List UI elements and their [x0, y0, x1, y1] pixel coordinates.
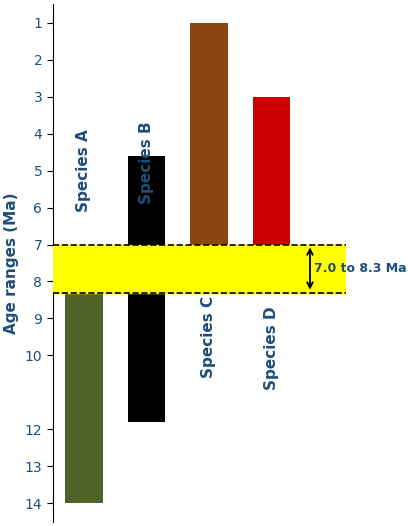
Bar [190, 23, 228, 292]
Bar [53, 245, 346, 292]
Bar [253, 97, 290, 292]
Text: Species C: Species C [201, 296, 216, 378]
Text: Species D: Species D [264, 306, 279, 390]
Bar [65, 245, 103, 503]
Text: 7.0 to 8.3 Ma: 7.0 to 8.3 Ma [314, 262, 406, 275]
Y-axis label: Age ranges (Ma): Age ranges (Ma) [4, 192, 19, 334]
Text: Species B: Species B [139, 122, 154, 205]
Bar [128, 156, 165, 422]
Text: Species A: Species A [76, 129, 91, 212]
Bar [53, 245, 346, 292]
